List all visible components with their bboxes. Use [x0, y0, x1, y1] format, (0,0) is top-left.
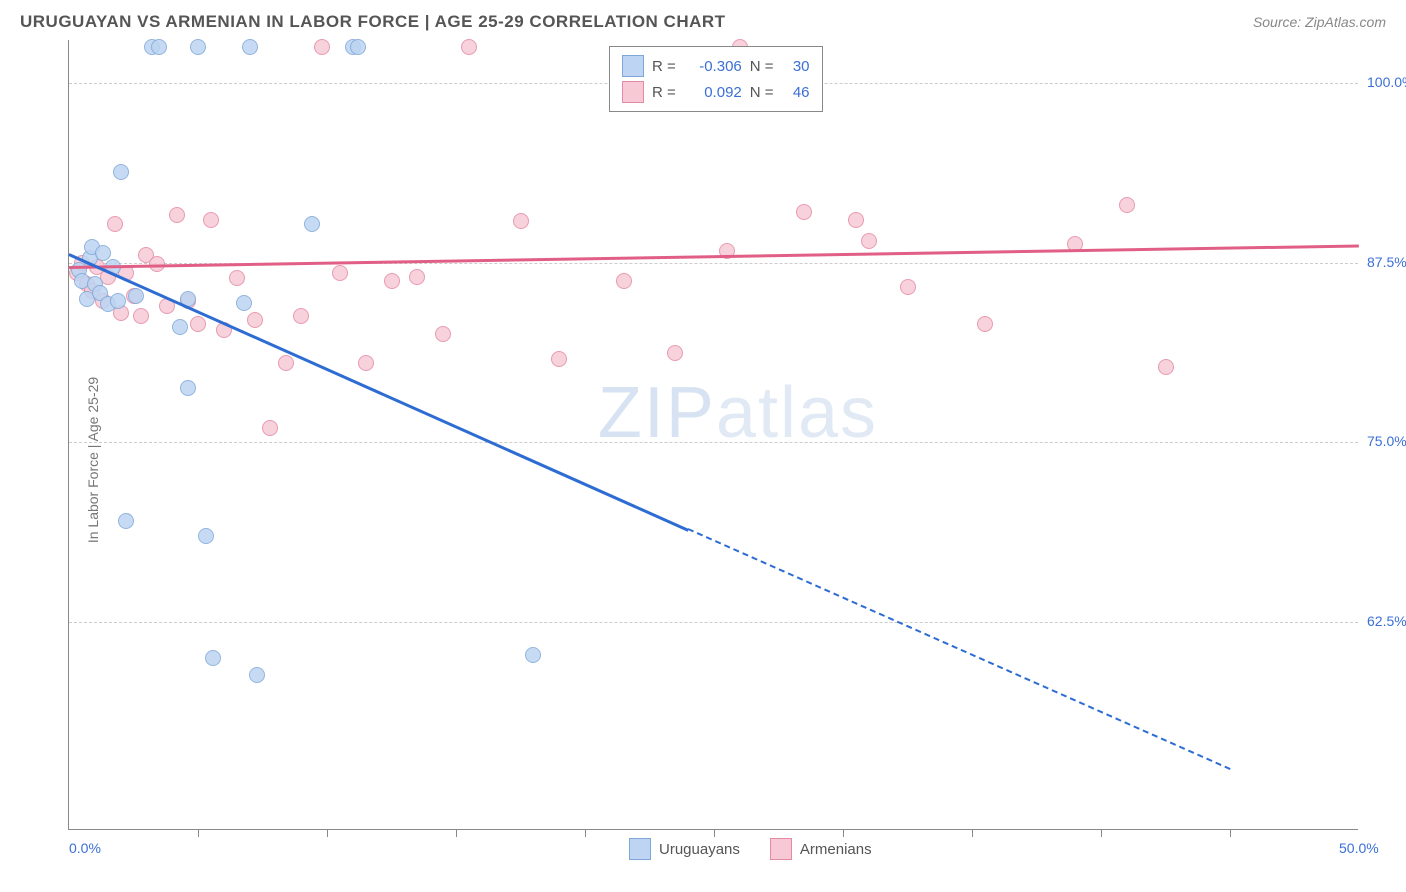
chart-area: In Labor Force | Age 25-29 ZIPatlas 62.5… [20, 40, 1386, 880]
chart-source: Source: ZipAtlas.com [1253, 14, 1386, 30]
legend-r-label: R = [652, 58, 676, 75]
data-point [198, 528, 214, 544]
legend-row: R = 0.092 N = 46 [622, 79, 810, 105]
x-max-label: 50.0% [1339, 840, 1379, 856]
correlation-legend: R = -0.306 N = 30 R = 0.092 N = 46 [609, 46, 823, 112]
trend-line [68, 253, 688, 531]
data-point [107, 216, 123, 232]
x-tick [456, 829, 457, 837]
data-point [1158, 359, 1174, 375]
legend-swatch [622, 81, 644, 103]
y-tick-label: 100.0% [1367, 74, 1406, 90]
data-point [861, 233, 877, 249]
data-point [358, 355, 374, 371]
data-point [293, 308, 309, 324]
x-tick [714, 829, 715, 837]
legend-row: R = -0.306 N = 30 [622, 53, 810, 79]
legend-swatch [770, 838, 792, 860]
trend-line [69, 244, 1359, 268]
series-legend: Uruguayans Armenians [629, 838, 872, 860]
data-point [236, 295, 252, 311]
y-tick-label: 62.5% [1367, 613, 1406, 629]
data-point [667, 345, 683, 361]
x-tick [585, 829, 586, 837]
x-tick [843, 829, 844, 837]
x-min-label: 0.0% [69, 840, 101, 856]
data-point [151, 39, 167, 55]
y-tick-label: 87.5% [1367, 254, 1406, 270]
legend-n-value: 30 [782, 58, 810, 75]
data-point [900, 279, 916, 295]
legend-n-value: 46 [782, 84, 810, 101]
data-point [848, 212, 864, 228]
data-point [384, 273, 400, 289]
data-point [118, 513, 134, 529]
x-tick [1230, 829, 1231, 837]
legend-swatch [622, 55, 644, 77]
data-point [262, 420, 278, 436]
data-point [203, 212, 219, 228]
data-point [113, 164, 129, 180]
data-point [128, 288, 144, 304]
x-tick [198, 829, 199, 837]
data-point [133, 308, 149, 324]
data-point [977, 316, 993, 332]
data-point [1119, 197, 1135, 213]
data-point [350, 39, 366, 55]
data-point [249, 667, 265, 683]
legend-n-label: N = [750, 58, 774, 75]
legend-item: Armenians [770, 838, 872, 860]
data-point [409, 269, 425, 285]
data-point [95, 245, 111, 261]
legend-label: Uruguayans [659, 841, 740, 858]
data-point [461, 39, 477, 55]
data-point [332, 265, 348, 281]
legend-n-label: N = [750, 84, 774, 101]
legend-swatch [629, 838, 651, 860]
data-point [180, 380, 196, 396]
data-point [278, 355, 294, 371]
legend-r-value: 0.092 [684, 84, 742, 101]
data-point [110, 293, 126, 309]
trend-line [688, 528, 1231, 770]
y-tick-label: 75.0% [1367, 433, 1406, 449]
x-tick [972, 829, 973, 837]
data-point [190, 316, 206, 332]
chart-title: URUGUAYAN VS ARMENIAN IN LABOR FORCE | A… [20, 12, 726, 32]
data-point [796, 204, 812, 220]
data-point [247, 312, 263, 328]
data-point [304, 216, 320, 232]
data-point [169, 207, 185, 223]
data-point [525, 647, 541, 663]
data-point [229, 270, 245, 286]
data-point [205, 650, 221, 666]
data-point [172, 319, 188, 335]
data-point [616, 273, 632, 289]
data-point [513, 213, 529, 229]
data-point [190, 39, 206, 55]
data-point [314, 39, 330, 55]
gridline [69, 622, 1358, 623]
legend-r-label: R = [652, 84, 676, 101]
legend-item: Uruguayans [629, 838, 740, 860]
data-point [242, 39, 258, 55]
x-tick [1101, 829, 1102, 837]
gridline [69, 442, 1358, 443]
data-point [551, 351, 567, 367]
x-tick [327, 829, 328, 837]
data-point [435, 326, 451, 342]
legend-label: Armenians [800, 841, 872, 858]
chart-header: URUGUAYAN VS ARMENIAN IN LABOR FORCE | A… [0, 0, 1406, 40]
plot-region: ZIPatlas 62.5%75.0%87.5%100.0%0.0%50.0%R… [68, 40, 1358, 830]
legend-r-value: -0.306 [684, 58, 742, 75]
